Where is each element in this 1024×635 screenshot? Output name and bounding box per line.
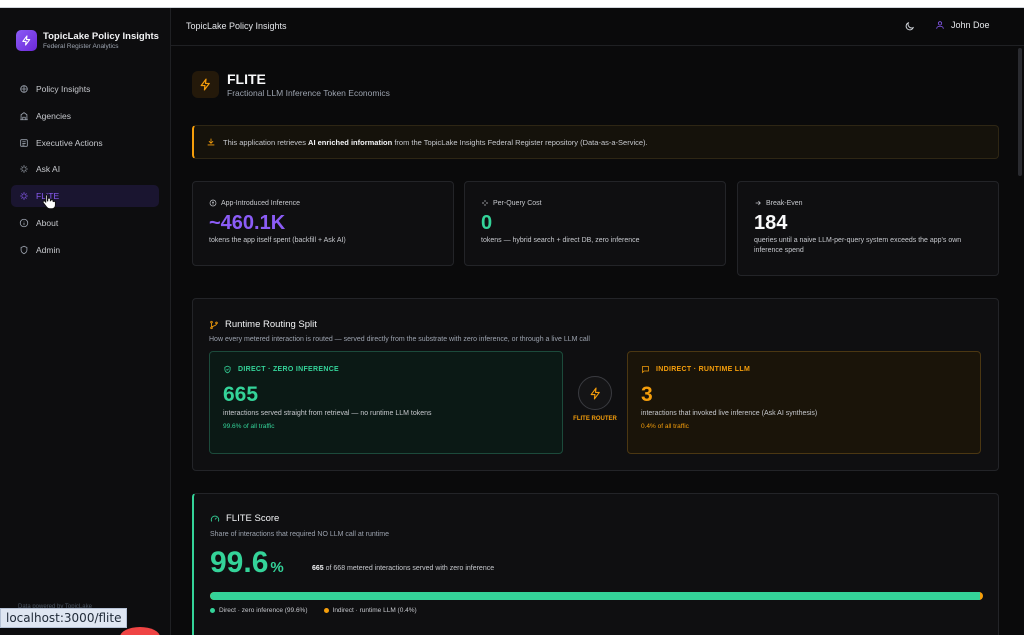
card-subtitle: Share of interactions that required NO L…: [210, 531, 389, 538]
browser-top-strip: [0, 0, 1024, 8]
card-title: Runtime Routing Split: [225, 319, 317, 330]
sidebar-item-ask-ai[interactable]: Ask AI: [11, 158, 159, 180]
zap-icon: [590, 387, 600, 399]
stat-desc: tokens — hybrid search + direct DB, zero…: [481, 237, 640, 244]
alert-suffix: from the TopicLake Insights Federal Regi…: [392, 137, 648, 147]
route-label: INDIRECT · RUNTIME LLM: [656, 366, 751, 373]
stat-label: App-Introduced Inference: [221, 199, 300, 207]
card-subtitle: How every metered interaction is routed …: [209, 336, 590, 343]
zap-page-icon: [192, 71, 219, 98]
user-name: John Doe: [951, 20, 990, 30]
route-value: 3: [641, 383, 653, 406]
route-desc: interactions served straight from retrie…: [223, 410, 432, 417]
sidebar-item-admin[interactable]: Admin: [11, 239, 159, 261]
indirect-route-box: INDIRECT · RUNTIME LLM 3 interactions th…: [627, 351, 981, 454]
alert-bold: AI enriched information: [308, 137, 393, 147]
score-number: 99.6: [210, 546, 269, 579]
gauge-icon: [210, 515, 220, 522]
git-branch-icon: [210, 320, 218, 329]
score-text: 665 of 668 metered interactions served w…: [312, 565, 494, 572]
stat-label: Per-Query Cost: [493, 199, 542, 207]
stat-card-app-inference: App-Introduced Inference ~460.1K tokens …: [192, 181, 454, 266]
header-title: TopicLake Policy Insights: [186, 21, 287, 31]
score-value: 99.6 %: [210, 546, 284, 580]
page-header: FLITE Fractional LLM Inference Token Eco…: [192, 71, 390, 99]
top-header: TopicLake Policy Insights John Doe: [171, 8, 1024, 46]
legend-direct: Direct · zero inference (99.6%): [210, 607, 308, 614]
zap-icon: [20, 192, 28, 200]
coins-icon: [209, 199, 217, 207]
route-value: 665: [223, 383, 259, 406]
brand[interactable]: TopicLake Policy Insights Federal Regist…: [16, 30, 159, 51]
building-icon: [20, 111, 28, 120]
card-title: FLITE Score: [226, 513, 280, 524]
router-label: FLITE ROUTER: [573, 416, 617, 422]
message-icon: [642, 366, 649, 374]
stat-desc: tokens the app itself spent (backfill + …: [209, 237, 346, 244]
arrow-right-icon: [755, 200, 761, 206]
app-root: TopicLake Policy Insights Federal Regist…: [0, 8, 1024, 635]
sidebar-item-label: Admin: [36, 244, 61, 255]
flite-router: FLITE ROUTER: [566, 376, 624, 422]
routing-split-card: Runtime Routing Split How every metered …: [192, 298, 999, 471]
sidebar-item-policy-insights[interactable]: Policy Insights: [11, 78, 159, 100]
flite-score-card: FLITE Score Share of interactions that r…: [192, 493, 999, 635]
floating-red-indicator[interactable]: [120, 627, 160, 635]
gavel-icon: [20, 138, 28, 147]
route-label: DIRECT · ZERO INFERENCE: [238, 366, 340, 373]
score-progress-bar: [210, 592, 983, 600]
sidebar-item-label: Ask AI: [36, 164, 61, 175]
data-source-alert: This application retrieves AI enriched i…: [192, 125, 999, 159]
brain-icon: [20, 85, 28, 93]
scrollbar-thumb[interactable]: [1018, 48, 1022, 176]
stat-label: Break-Even: [766, 199, 803, 207]
stat-value: 184: [754, 212, 788, 234]
alert-prefix: This application retrieves: [223, 137, 309, 147]
user-menu[interactable]: John Doe: [935, 20, 990, 30]
shield-icon: [20, 245, 28, 254]
sidebar-item-flite[interactable]: FLITE: [11, 185, 159, 208]
stat-card-break-even: Break-Even 184 queries until a naive LLM…: [737, 181, 999, 276]
moon-icon[interactable]: [904, 21, 915, 32]
stat-card-per-query-cost: Per-Query Cost 0 tokens — hybrid search …: [464, 181, 726, 266]
page-title: FLITE: [227, 71, 266, 87]
legend-indirect: Indirect · runtime LLM (0.4%): [323, 607, 417, 614]
score-text-suffix: of 668 metered interactions served with …: [323, 565, 495, 572]
sparkles-icon: [20, 165, 28, 174]
stat-value: 0: [481, 212, 493, 234]
score-legend: Direct · zero inference (99.6%) Indirect…: [210, 607, 417, 614]
direct-route-box: DIRECT · ZERO INFERENCE 665 interactions…: [209, 351, 563, 454]
route-desc: interactions that invoked live inference…: [641, 410, 818, 417]
zap-logo-icon: [16, 30, 37, 51]
sidebar-item-agencies[interactable]: Agencies: [11, 105, 159, 127]
stat-value: ~460.1K: [209, 212, 286, 234]
sidebar-item-executive-actions[interactable]: Executive Actions: [11, 132, 159, 154]
score-progress-fill: [210, 592, 980, 600]
sparkles-icon: [482, 200, 488, 206]
score-unit: %: [270, 559, 284, 576]
stat-desc: queries until a naive LLM-per-query syst…: [754, 237, 962, 254]
main-content: FLITE Fractional LLM Inference Token Eco…: [171, 46, 1016, 635]
sidebar: TopicLake Policy Insights Federal Regist…: [0, 8, 171, 635]
route-percent: 0.4% of all traffic: [641, 423, 689, 430]
hand-cursor-icon: [42, 194, 56, 209]
page-subtitle: Fractional LLM Inference Token Economics: [227, 88, 390, 98]
sidebar-item-label: Agencies: [36, 110, 71, 121]
brand-subtitle: Federal Register Analytics: [43, 42, 119, 50]
info-icon: [19, 218, 29, 228]
sidebar-item-about[interactable]: About: [11, 212, 159, 234]
user-icon: [936, 21, 944, 29]
sidebar-item-label: About: [36, 217, 59, 228]
status-bar-url: localhost:3000/flite: [0, 608, 128, 628]
shield-check-icon: [224, 365, 231, 374]
download-icon: [207, 138, 215, 146]
score-direct-count: 665: [312, 565, 324, 572]
sidebar-nav: Policy Insights Agencies Executive Actio…: [11, 78, 159, 266]
sidebar-footer: Data powered by TopicLake: [18, 604, 92, 610]
page-scrollbar[interactable]: [1016, 46, 1024, 635]
sidebar-item-label: Executive Actions: [36, 137, 103, 148]
brand-title: TopicLake Policy Insights: [43, 30, 159, 42]
route-percent: 99.6% of all traffic: [223, 423, 275, 430]
sidebar-item-label: Policy Insights: [36, 84, 91, 94]
